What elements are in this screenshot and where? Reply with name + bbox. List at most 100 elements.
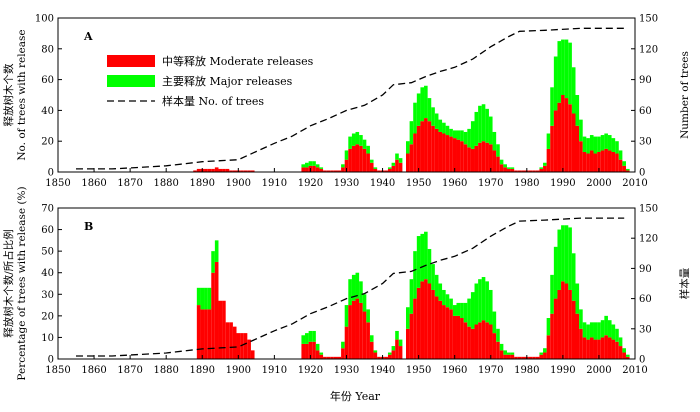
panel-b-x-tick-label: 2000 [586,365,611,376]
panel-b-major-bar-1965 [470,292,475,329]
panel-a-major-bar-1970 [488,116,493,145]
panel-a-major-bar-1995 [579,119,583,142]
panel-a-moderate-bar-1989 [557,102,562,172]
panel-a-x-tick-label: 1940 [370,178,395,189]
panel-b-major-bar-1889 [196,287,201,306]
panel-a-moderate-bar-1981 [528,170,533,172]
panel-a-moderate-bar-1986 [546,148,551,172]
panel-b-y2-tick-label: 90 [639,264,652,275]
panel-b-moderate-bar-2004 [611,339,616,359]
panel-a-y-tick-label: 0 [48,168,54,179]
panel-b-moderate-bar-1952 [424,279,428,359]
panel-a-moderate-bar-1893 [211,168,215,172]
panel-a-sample-size-line [76,27,625,170]
panel-a-major-bar-1965 [470,121,475,149]
panel-a-moderate-bar-1985 [543,165,547,172]
panel-b-moderate-bar-1985 [543,352,547,359]
panel-a-y-axis-label-cn: 释放树木个数 [2,63,15,126]
panel-b-x-tick-label: 1930 [334,365,359,376]
panel-b-moderate-bar-2003 [607,337,612,359]
panel-b-moderate-bar-1950 [416,287,421,359]
panel-b-moderate-bar-1994 [575,313,580,359]
panel-b-moderate-bar-2007 [622,352,626,359]
panel-a-moderate-bar-1982 [532,170,536,172]
panel-a-major-bar-1955 [434,113,439,129]
panel-b-moderate-bar-1981 [528,356,533,359]
panel-b-major-bar-1922 [315,343,320,351]
panel-b-x-tick-label: 1970 [478,365,503,376]
panel-a-major-bar-1999 [593,136,598,154]
panel-b-moderate-bar-1964 [467,326,471,359]
panel-a-moderate-bar-1954 [431,125,435,172]
panel-a-major-bar-1972 [496,144,500,157]
panel-a-moderate-bar-1932 [351,145,356,172]
panel-b-major-bar-1930 [344,305,349,327]
panel-b-moderate-bar-1904 [250,350,255,359]
panel-b-moderate-bar-1988 [553,298,558,359]
panel-b-x-tick-label: 1960 [442,365,467,376]
panel-a-moderate-bar-1979 [521,170,526,172]
panel-b-moderate-bar-1943 [391,350,396,359]
panel-b-major-bar-1933 [355,272,360,299]
panel-b-major-bar-1973 [499,343,504,351]
panel-a-moderate-bar-1923 [319,168,324,172]
panel-b-y-axis-label-cn: 释放树木个数/所占比例 [2,229,15,338]
panel-b-major-bar-1948 [409,279,414,314]
panel-b-major-bar-1959 [449,298,453,310]
panel-a-moderate-bar-1904 [250,170,255,172]
panel-b-moderate-bar-1942 [387,354,392,359]
panel-b-major-bar-2002 [604,315,608,336]
panel-b-major-bar-1970 [488,289,493,325]
panel-b-moderate-bar-1945 [398,346,403,359]
panel-a-moderate-bar-1926 [330,170,334,172]
panel-b-major-bar-1992 [568,227,572,290]
panel-a-moderate-bar-1935 [362,148,367,172]
panel-a-y2-tick-label: 90 [639,75,652,86]
panel-a-major-bar-2003 [607,135,612,151]
panel-b-y2-tick-label: 120 [639,234,658,245]
panel-b-major-bar-1894 [214,240,219,262]
panel-b-y-tick-label: 30 [41,290,54,301]
panel-b-moderate-bar-1948 [409,313,414,359]
panel-a-y-tick-label: 80 [41,44,54,55]
panel-b-moderate-bar-2008 [625,356,630,359]
panel-a-moderate-bar-1994 [575,125,580,172]
panel-b-major-bar-2006 [618,337,623,347]
panel-a-major-bar-1968 [481,104,486,142]
panel-b-major-bar-1985 [543,348,547,353]
panel-a-major-bar-1942 [387,167,392,169]
panel-b-moderate-bar-1954 [431,289,435,359]
panel-a-y-tick-label: 40 [41,106,54,117]
panel-b-x-tick-label: 1980 [514,365,539,376]
panel-b-major-bar-1929 [341,341,345,349]
panel-a-major-bar-1991 [564,39,569,99]
panel-a-major-bar-1952 [424,85,428,119]
panel-a-major-bar-1930 [344,150,349,160]
panel-a-moderate-bar-1945 [398,162,403,172]
panel-b-y2-tick-label: 60 [639,294,652,305]
panel-b-moderate-bar-1891 [204,309,208,359]
panel-b-moderate-bar-1922 [315,350,320,359]
panel-a-moderate-bar-1937 [369,162,374,172]
panel-a-moderate-bar-1922 [315,167,320,172]
panel-b-major-bar-1937 [369,335,374,342]
panel-a-x-tick-label: 1920 [298,178,323,189]
panel-b-major-bar-1893 [211,251,215,273]
panel-a-moderate-bar-1987 [550,125,554,172]
panel-b-moderate-bar-1972 [496,341,500,359]
panel-b-moderate-bar-1924 [323,356,327,359]
panel-b-major-bar-1999 [593,322,598,340]
panel-b-moderate-bar-1998 [589,337,594,359]
panel-a-moderate-bar-2005 [615,153,619,172]
panel-a-major-bar-1954 [431,107,435,126]
panel-b-major-bar-1967 [478,279,482,323]
panel-a-major-bar-1960 [452,130,457,139]
panel-b-major-bar-1971 [492,311,497,334]
panel-b-moderate-bar-1921 [312,341,316,359]
panel-b-major-bar-1921 [312,330,316,342]
panel-a-moderate-bar-1933 [355,144,360,172]
panel-b-major-bar-1890 [200,287,205,310]
panel-b-major-bar-1975 [506,352,511,355]
panel-a-y-tick-label: 60 [41,75,54,86]
